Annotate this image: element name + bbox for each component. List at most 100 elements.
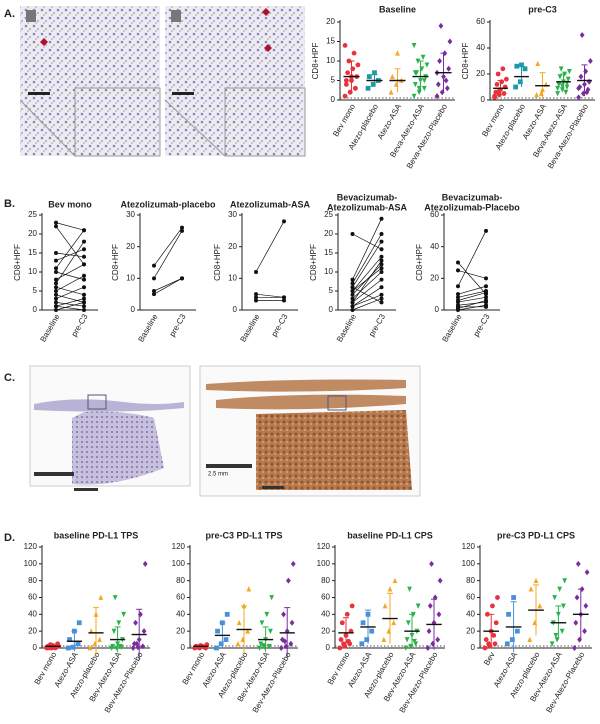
data-point	[54, 308, 58, 312]
y-tick-label: 15	[324, 248, 333, 257]
data-point	[215, 628, 220, 634]
data-point	[54, 277, 58, 282]
data-point	[266, 643, 272, 650]
slide-image: 2.5 mm	[29, 365, 421, 497]
y-tick-label: 10	[324, 267, 333, 276]
y-tick-label: 60	[430, 210, 439, 219]
y-tick-label: 5	[33, 286, 38, 295]
y-tick-label: 0	[481, 95, 486, 104]
y-tick-label: 25	[28, 210, 37, 219]
pair-line	[55, 298, 85, 307]
data-point	[76, 620, 82, 626]
data-point	[492, 641, 498, 647]
pair-line	[55, 222, 85, 231]
pair-line	[457, 304, 487, 311]
pair-line	[55, 302, 85, 311]
data-point	[412, 638, 417, 645]
x-tick-label: Baseline	[136, 312, 159, 344]
data-point	[350, 308, 355, 312]
data-point	[254, 298, 258, 303]
data-point	[484, 276, 488, 281]
y-tick-label: 120	[24, 542, 38, 551]
data-point	[391, 619, 397, 626]
data-point	[82, 300, 86, 305]
data-point	[111, 628, 117, 635]
data-point	[573, 619, 579, 626]
y-axis-label: CD8+HPF	[415, 244, 424, 281]
data-point	[223, 637, 229, 642]
data-point	[456, 308, 460, 312]
data-point	[425, 645, 431, 651]
data-point	[282, 295, 286, 300]
y-tick-label: 0	[471, 643, 476, 652]
x-tick-label: Baseline	[335, 312, 358, 344]
panel-label: B.	[4, 198, 15, 210]
pair-line	[55, 302, 85, 307]
y-tick-label: 60	[476, 17, 485, 26]
data-point	[412, 70, 418, 76]
pair-line	[55, 226, 85, 265]
data-point	[379, 277, 384, 282]
data-point	[352, 85, 358, 91]
data-point	[372, 70, 377, 76]
data-point	[82, 292, 86, 297]
data-point	[587, 58, 593, 64]
data-point	[504, 641, 510, 647]
pair-line	[55, 286, 85, 299]
data-point	[350, 281, 355, 286]
data-point	[350, 300, 355, 305]
chart-title: pre-C3	[528, 4, 557, 14]
data-point	[483, 637, 489, 642]
data-point	[82, 239, 86, 244]
data-point	[429, 560, 434, 567]
data-point	[572, 645, 577, 651]
data-point	[482, 645, 488, 651]
data-point	[289, 619, 295, 626]
data-point	[420, 54, 426, 60]
data-point	[495, 71, 501, 77]
data-point	[54, 220, 58, 225]
data-point	[528, 586, 534, 592]
y-tick-label: 0	[181, 643, 186, 652]
data-point	[350, 304, 355, 309]
data-point	[561, 603, 566, 609]
data-point	[364, 637, 370, 642]
chart-title: baseline PD-L1 CPS	[347, 530, 433, 540]
y-tick-label: 60	[466, 593, 475, 602]
y-tick-label: 0	[33, 643, 38, 652]
data-point	[269, 595, 275, 601]
data-point	[566, 69, 572, 75]
x-tick-label: pre-C3	[367, 312, 387, 338]
pair-line	[55, 241, 85, 284]
y-tick-label: 20	[228, 242, 237, 251]
y-tick-label: 20	[430, 273, 439, 282]
chart-title: Bevacizumab-	[442, 192, 503, 202]
y-tick-label: 80	[466, 576, 475, 585]
data-point	[500, 66, 506, 72]
data-point	[411, 43, 417, 49]
pair-line	[352, 286, 382, 303]
chart-title: Atezolizumab-ASA	[327, 202, 408, 212]
data-point	[432, 594, 438, 601]
data-point	[152, 289, 156, 293]
data-point	[486, 641, 492, 647]
pair-line	[457, 292, 487, 301]
pair-line	[55, 275, 85, 292]
pair-line	[457, 285, 487, 295]
panel-label: C.	[4, 372, 15, 384]
pair-line	[457, 270, 487, 279]
data-point	[415, 603, 421, 609]
data-point	[82, 262, 86, 267]
data-point	[82, 285, 86, 290]
data-point	[553, 632, 559, 639]
y-axis-label: CD8+HPF	[311, 43, 320, 80]
data-point	[559, 628, 565, 635]
data-point	[282, 638, 288, 645]
data-point	[141, 628, 147, 635]
data-point	[389, 73, 395, 79]
pair-line	[352, 267, 382, 292]
x-tick-label: Baseline	[440, 312, 463, 344]
data-point	[133, 619, 138, 626]
y-tick-label: 40	[466, 609, 475, 618]
y-tick-label: 120	[172, 542, 186, 551]
